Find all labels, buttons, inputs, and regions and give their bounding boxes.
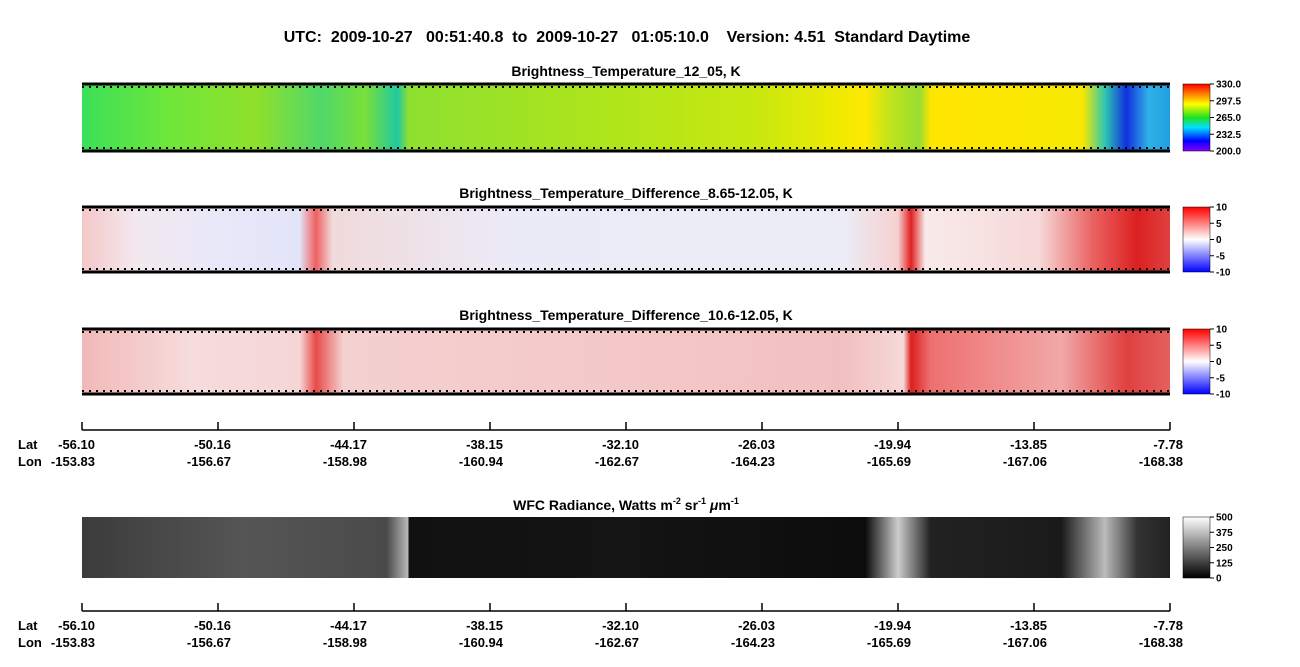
panel-title: Brightness_Temperature_12_05, K [511,63,740,79]
axis-row-label: Lat [18,437,38,452]
colorbar [1182,516,1211,579]
lon-label: -164.23 [731,454,775,469]
title-part: sr [681,497,699,513]
title-part: μ [709,497,719,513]
title-part: WFC Radiance, Watts m [513,497,673,513]
image-panel [82,329,1170,394]
colorbar-label: -5 [1216,251,1225,262]
page-title: UTC: 2009-10-27 00:51:40.8 to 2009-10-27… [284,29,971,46]
lat-label: -13.85 [1010,618,1047,633]
image-panel [82,207,1170,272]
panel-title: Brightness_Temperature_Difference_10.6-1… [459,307,793,323]
lon-label: -162.67 [595,635,639,650]
title-sup: -2 [673,496,681,506]
title-sup: -1 [731,496,739,506]
lat-label: -26.03 [738,618,775,633]
colorbar-label: 297.5 [1216,96,1241,107]
title-part: m [718,497,730,513]
lon-label: -164.23 [731,635,775,650]
colorbar-label: 10 [1216,325,1228,336]
lon-label: -167.06 [1003,635,1047,650]
colorbar-label: 250 [1216,543,1233,554]
lon-label: -165.69 [867,454,911,469]
lat-label: -44.17 [330,437,367,452]
lon-label: -160.94 [459,635,504,650]
colorbar-label: 265.0 [1216,113,1241,124]
colorbar-label: 125 [1216,558,1233,569]
colorbar-label: -10 [1216,268,1231,279]
colorbar [1182,83,1211,152]
colorbar-label: 330.0 [1216,80,1241,91]
lat-label: -56.10 [58,618,95,633]
lat-label: -19.94 [874,618,912,633]
lat-label: -44.17 [330,618,367,633]
lat-label: -38.15 [466,437,503,452]
lat-label: -38.15 [466,618,503,633]
colorbar-label: 232.5 [1216,130,1241,141]
axis-row-label: Lat [18,618,38,633]
title-sup: -1 [698,496,706,506]
lon-label: -167.06 [1003,454,1047,469]
lon-label: -153.83 [51,454,95,469]
axis-row-label: Lon [18,454,42,469]
lon-label: -162.67 [595,454,639,469]
lon-label: -153.83 [51,635,95,650]
panel-title: Brightness_Temperature_Difference_8.65-1… [459,185,793,201]
colorbar [1182,206,1211,273]
lat-label: -19.94 [874,437,912,452]
lat-label: -32.10 [602,618,639,633]
lat-label: -50.16 [194,618,231,633]
lon-label: -168.38 [1139,454,1183,469]
colorbar-label: 0 [1216,357,1222,368]
lat-label: -50.16 [194,437,231,452]
lat-label: -32.10 [602,437,639,452]
lon-label: -165.69 [867,635,911,650]
axis-row-label: Lon [18,635,42,650]
panel-title: WFC Radiance, Watts m-2 sr-1 μm-1 [513,496,739,513]
image-panel [82,517,1170,578]
colorbar-label: 0 [1216,574,1222,585]
colorbar-label: 10 [1216,203,1228,214]
lon-label: -158.98 [323,635,367,650]
colorbar-label: -5 [1216,373,1225,384]
lon-label: -156.67 [187,635,231,650]
lat-label: -7.78 [1153,437,1183,452]
colorbar-label: 375 [1216,528,1233,539]
colorbar-label: 5 [1216,219,1222,230]
lon-label: -160.94 [459,454,504,469]
colorbar-label: 0 [1216,235,1222,246]
lon-label: -156.67 [187,454,231,469]
colorbar-label: 500 [1216,513,1233,524]
lat-label: -56.10 [58,437,95,452]
lat-label: -7.78 [1153,618,1183,633]
colorbar [1182,328,1211,395]
image-panel [82,84,1170,151]
lat-label: -13.85 [1010,437,1047,452]
lon-label: -168.38 [1139,635,1183,650]
lat-label: -26.03 [738,437,775,452]
colorbar-label: 5 [1216,341,1222,352]
colorbar-label: -10 [1216,390,1231,401]
lon-label: -158.98 [323,454,367,469]
colorbar-label: 200.0 [1216,147,1241,158]
